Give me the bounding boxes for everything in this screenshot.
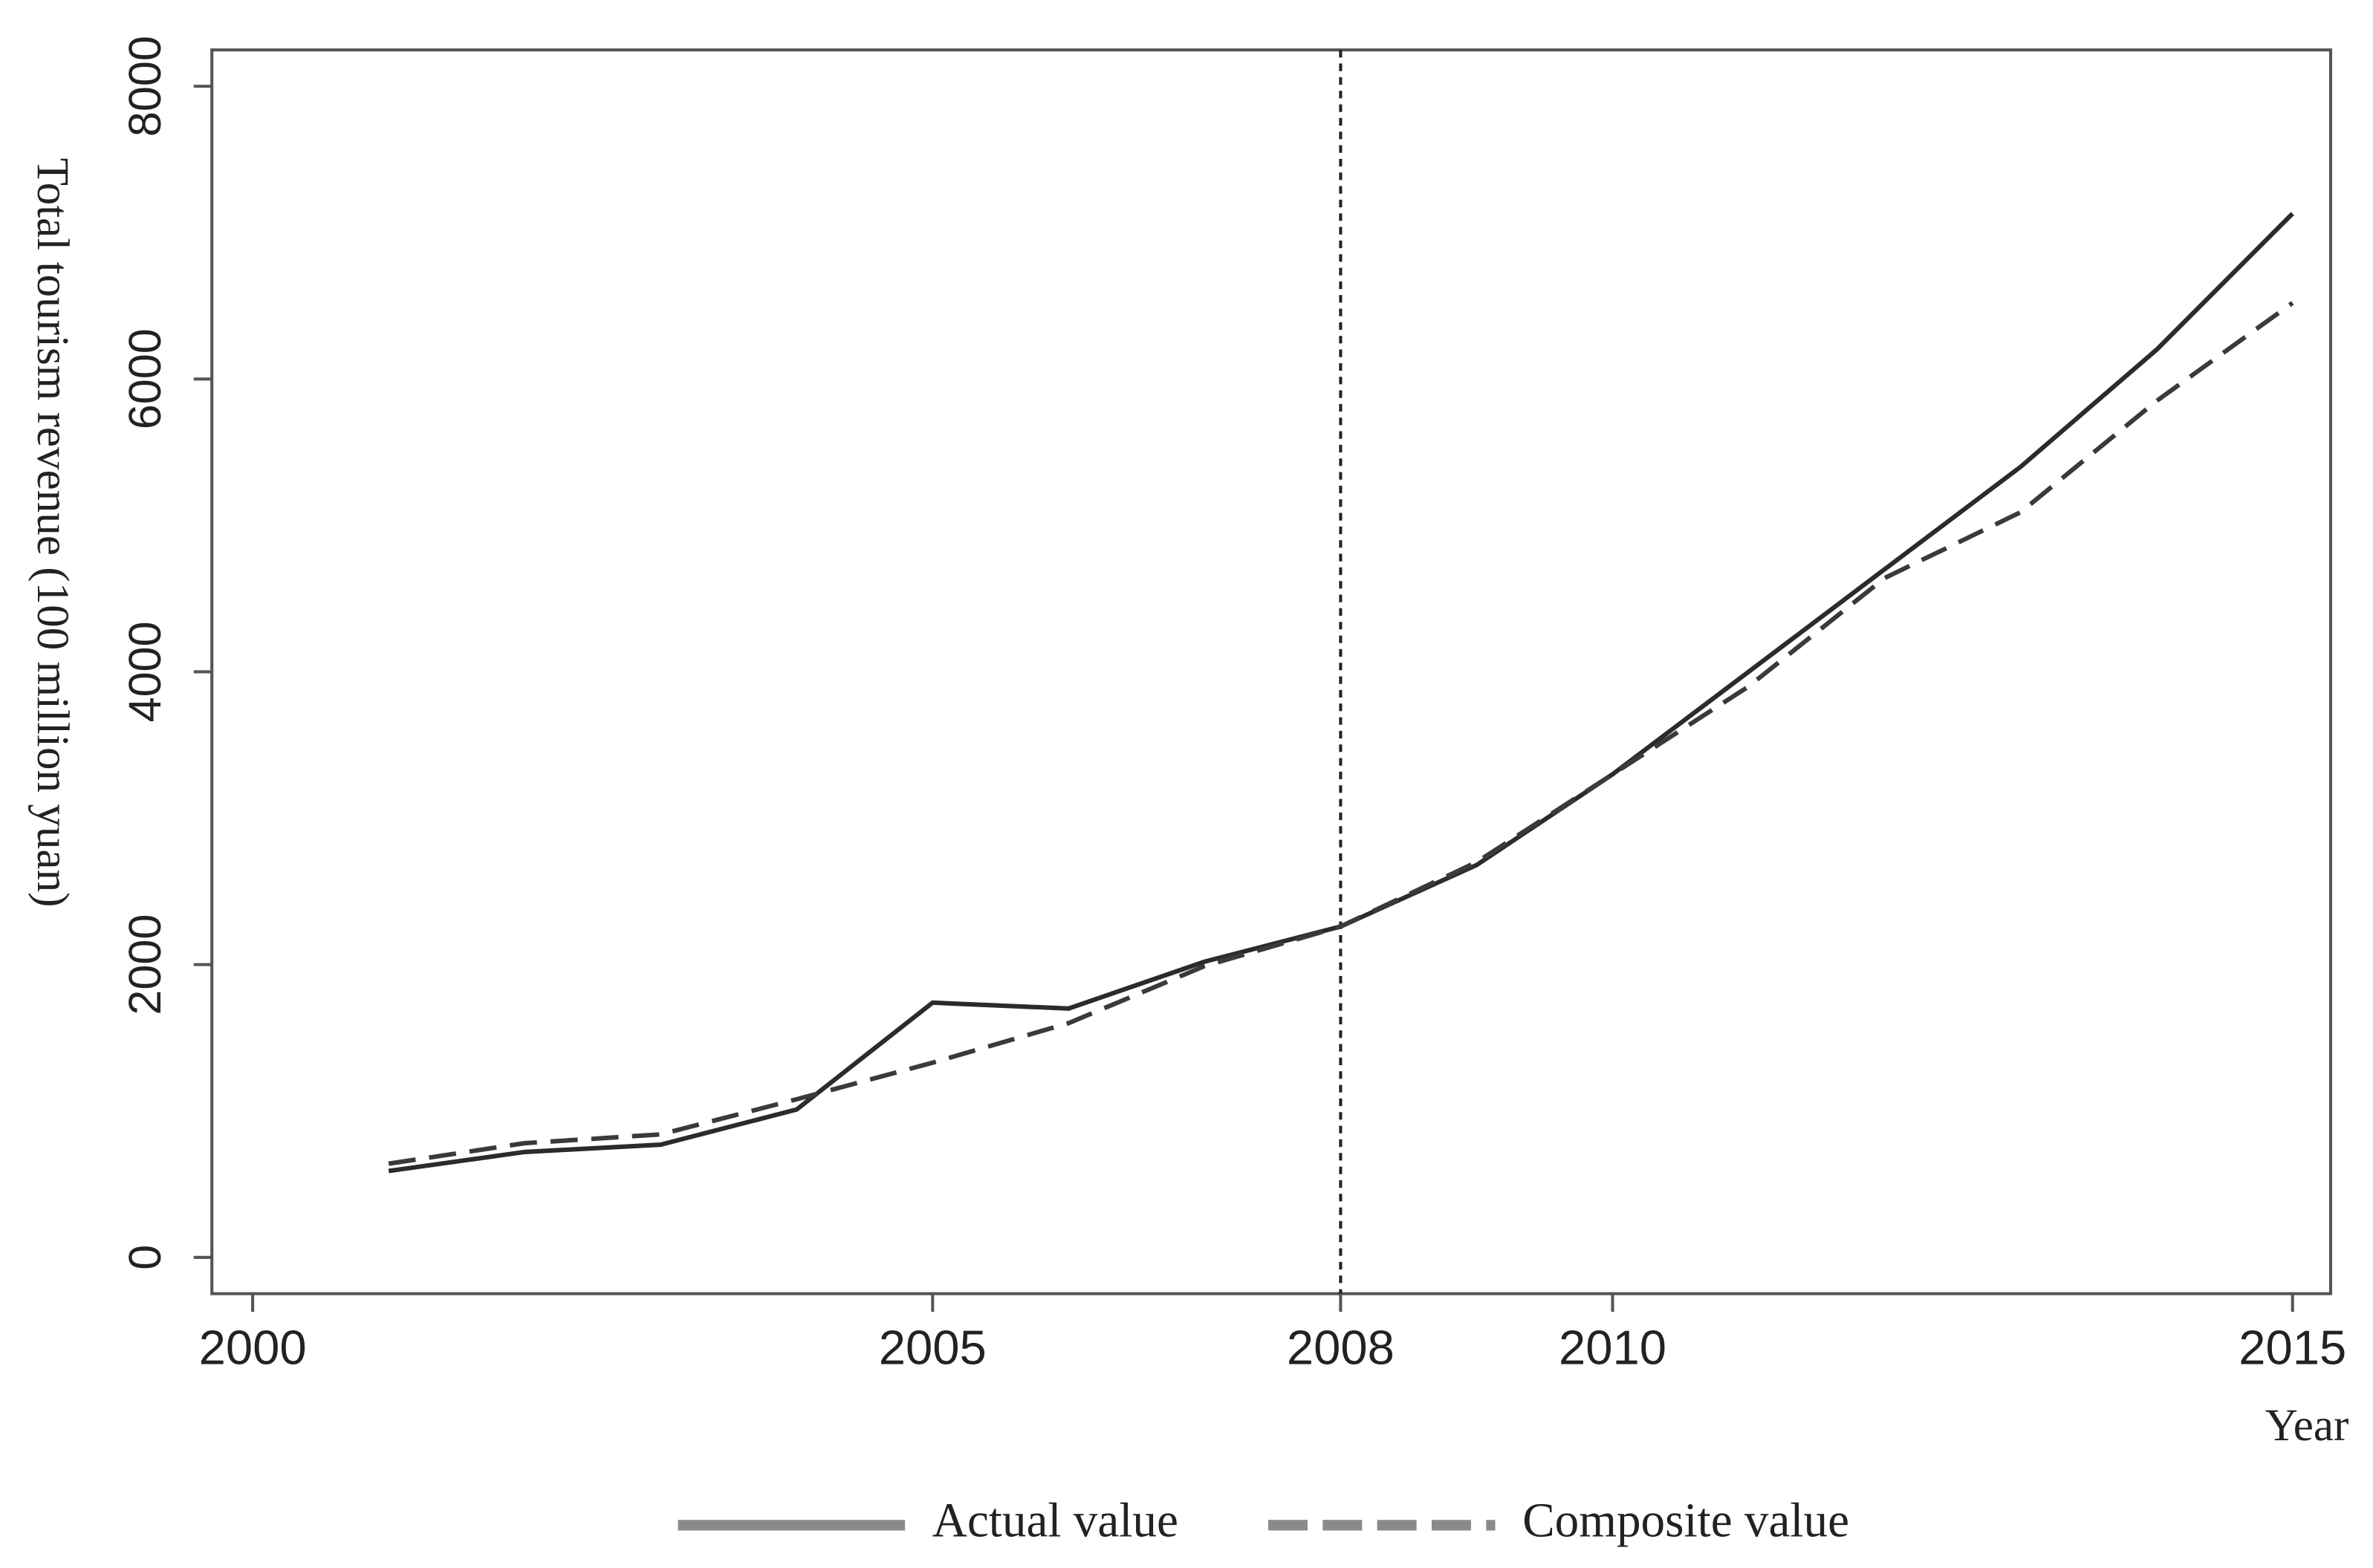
x-axis-label: Year	[2265, 1401, 2349, 1451]
x-tick-label: 2000	[199, 1320, 307, 1374]
y-tick-label: 4000	[120, 621, 170, 722]
y-axis-label: Total tourism revenue (100 million yuan)	[27, 158, 77, 908]
legend-label: Composite value	[1522, 1494, 1849, 1547]
y-tick-label: 2000	[120, 914, 170, 1015]
legend-label: Actual value	[932, 1494, 1178, 1547]
x-tick-label: 2008	[1287, 1320, 1395, 1374]
plot-frame	[210, 48, 2333, 1295]
y-tick-label: 6000	[120, 328, 170, 429]
x-tick-label: 2010	[1559, 1320, 1666, 1374]
y-tick-label: 0	[120, 1245, 170, 1270]
y-tick-label: 8000	[120, 36, 170, 137]
x-tick-label: 2005	[879, 1320, 987, 1374]
series-line	[388, 301, 2294, 1166]
x-tick-label: 2015	[2239, 1320, 2346, 1374]
